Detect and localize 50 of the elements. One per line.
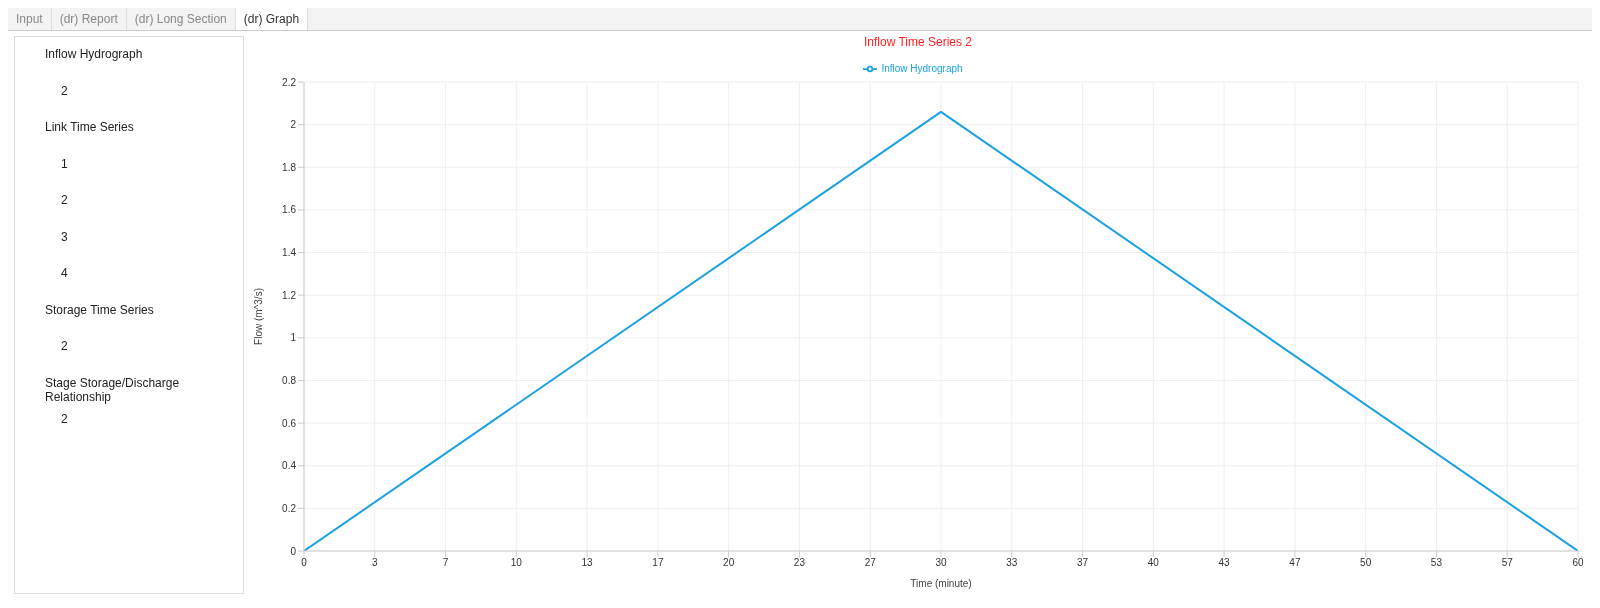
text: 3 bbox=[61, 229, 68, 244]
text: 2 bbox=[61, 83, 68, 98]
legend-label: Inflow Hydrograph bbox=[881, 62, 963, 74]
y-tick-label: 1.8 bbox=[282, 161, 297, 173]
y-axis-title: Flow (m^3/s) bbox=[252, 288, 264, 345]
y-tick-label: 0 bbox=[290, 545, 297, 557]
x-tick-label: 17 bbox=[652, 557, 664, 569]
x-tick-label: 10 bbox=[510, 557, 523, 569]
text: Input bbox=[8, 8, 52, 30]
text: (dr) Report bbox=[51, 8, 127, 30]
x-tick-label: 0 bbox=[301, 557, 308, 569]
x-tick-label: 13 bbox=[581, 557, 594, 569]
x-tick-label: 7 bbox=[442, 557, 449, 569]
x-tick-label: 47 bbox=[1289, 557, 1301, 569]
y-tick-label: 2 bbox=[290, 119, 297, 131]
x-tick-label: 3 bbox=[371, 557, 378, 569]
text: Storage Time Series bbox=[45, 302, 154, 317]
x-axis-title: Time (minute) bbox=[910, 578, 972, 589]
x-tick-label: 33 bbox=[1006, 557, 1018, 569]
y-tick-label: 1.6 bbox=[282, 204, 297, 216]
x-tick-label: 23 bbox=[793, 557, 806, 569]
y-tick-label: 0.8 bbox=[282, 375, 297, 386]
text: 4 bbox=[61, 266, 68, 280]
y-tick-label: 0.6 bbox=[282, 417, 297, 429]
x-tick-label: 53 bbox=[1430, 557, 1443, 569]
x-tick-label: 57 bbox=[1501, 557, 1514, 569]
y-tick-label: 0.4 bbox=[282, 460, 297, 472]
x-tick-label: 37 bbox=[1077, 557, 1089, 569]
y-tick-label: 0.2 bbox=[282, 502, 297, 514]
text: Stage Storage/Discharge Relationship bbox=[45, 375, 181, 404]
x-tick-label: 60 bbox=[1572, 557, 1584, 569]
text: 2 bbox=[61, 193, 68, 207]
text: 2 bbox=[61, 412, 68, 426]
text: 2 bbox=[61, 339, 68, 353]
x-tick-label: 30 bbox=[935, 557, 947, 569]
x-tick-label: 43 bbox=[1218, 557, 1231, 569]
y-tick-label: 1.2 bbox=[282, 289, 297, 301]
x-tick-label: 27 bbox=[864, 557, 877, 569]
y-tick-label: 2.2 bbox=[282, 76, 297, 88]
text: Inflow Hydrograph bbox=[45, 47, 143, 61]
chart-title: Inflow Time Series 2 bbox=[862, 34, 973, 51]
text: (dr) Long Section bbox=[126, 8, 236, 30]
text: 1 bbox=[61, 156, 68, 171]
x-tick-label: 20 bbox=[723, 557, 735, 569]
text: Link Time Series bbox=[45, 120, 134, 134]
text: (dr) Graph bbox=[235, 8, 309, 30]
y-tick-label: 1.4 bbox=[282, 247, 297, 259]
x-tick-label: 40 bbox=[1147, 557, 1160, 569]
x-tick-label: 50 bbox=[1360, 557, 1372, 569]
y-tick-label: 1 bbox=[290, 332, 297, 344]
